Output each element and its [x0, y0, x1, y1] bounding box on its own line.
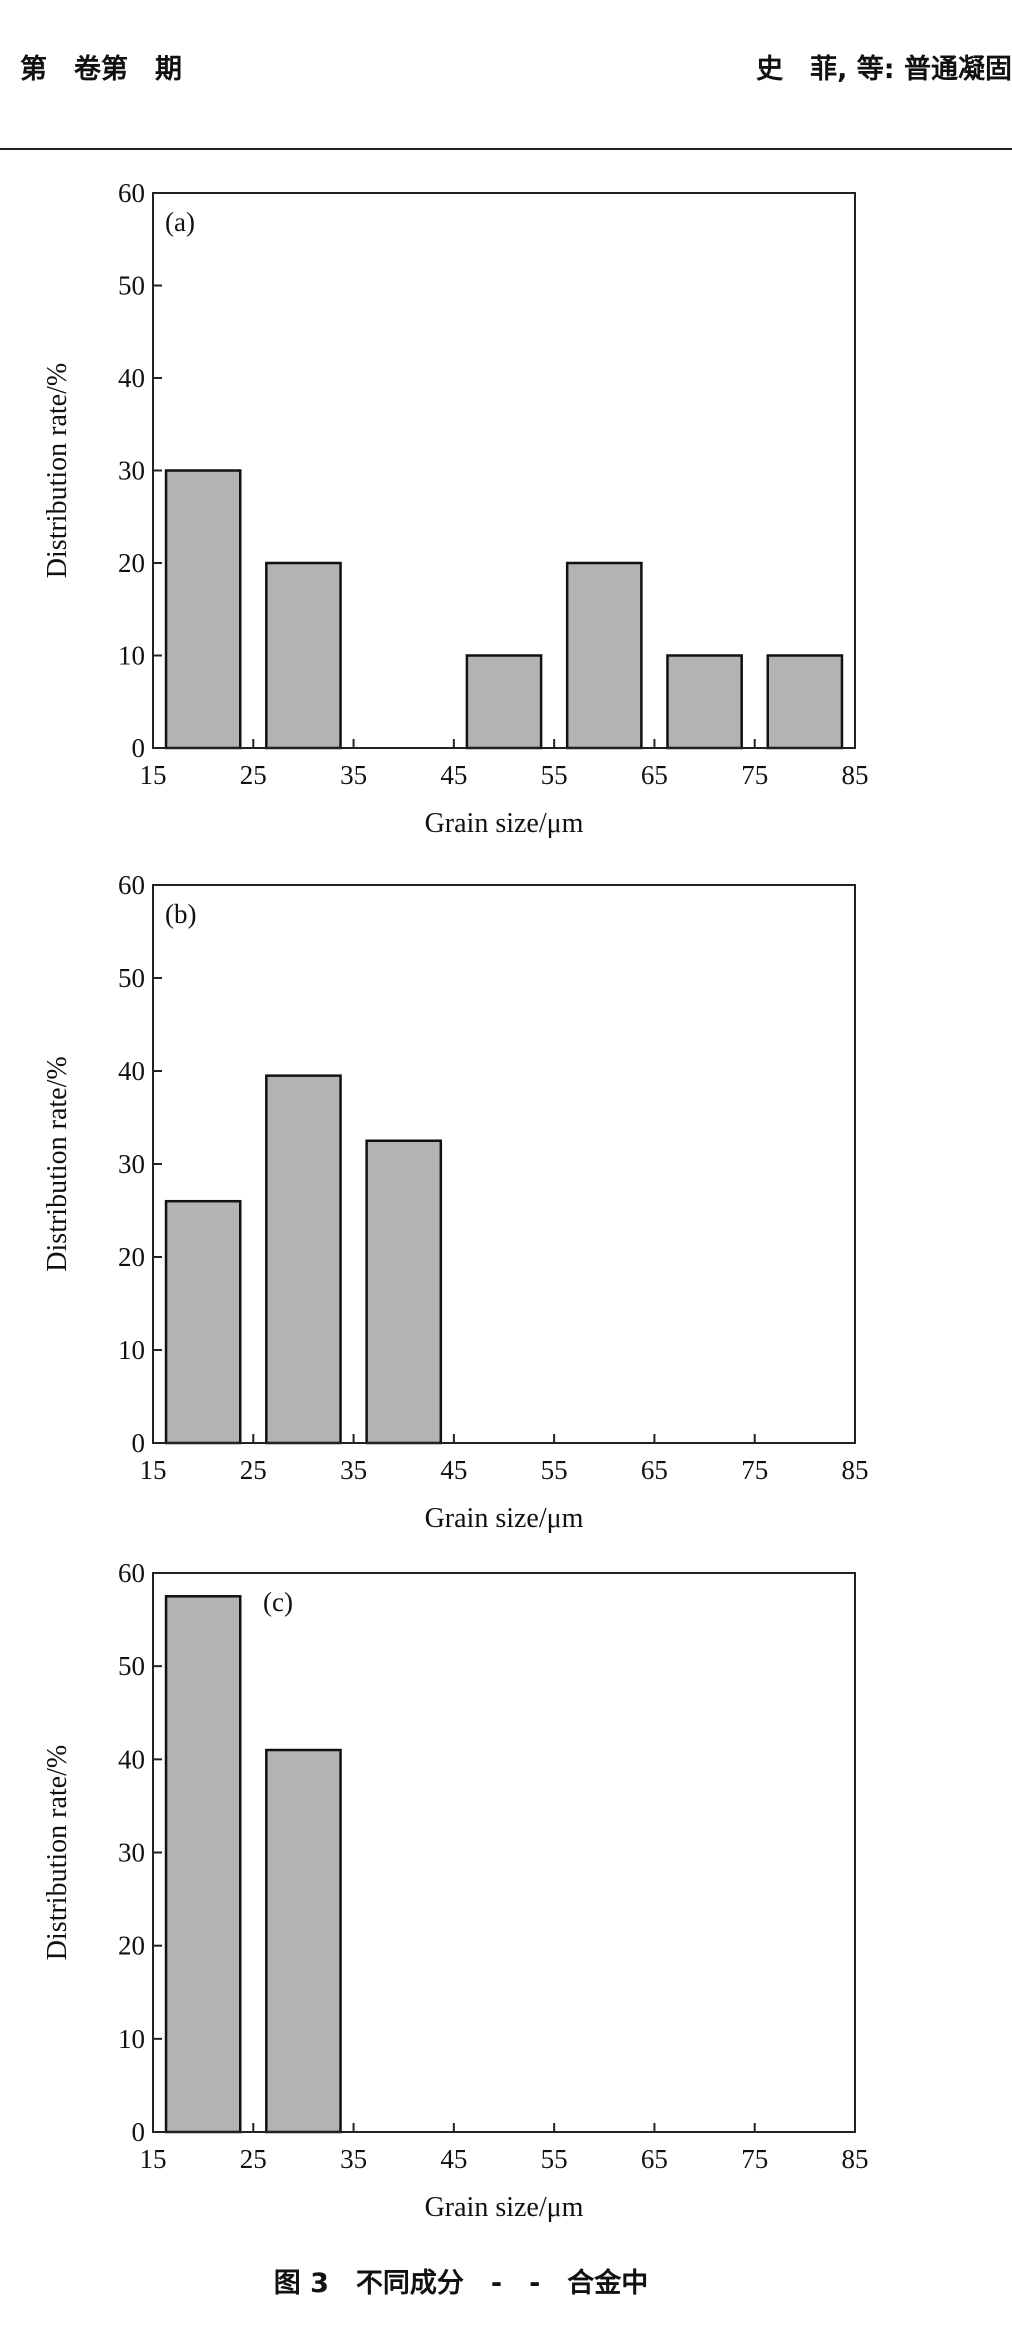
y-tick-label: 20	[118, 1242, 145, 1272]
x-tick-label: 85	[842, 760, 869, 790]
x-axis-label: Grain size/μm	[425, 2192, 584, 2223]
plot-frame	[152, 884, 856, 1444]
y-tick-label: 0	[132, 733, 146, 763]
x-tick-label: 35	[340, 2144, 367, 2174]
bar	[666, 654, 743, 750]
y-tick-label: 50	[118, 963, 145, 993]
plot-frame	[152, 1572, 856, 2133]
bar	[265, 1074, 342, 1445]
y-tick-label: 10	[118, 1335, 145, 1365]
y-tick-label: 60	[118, 178, 145, 208]
bar	[164, 1595, 242, 2134]
caption: 图 3 不同成分 - - 合金中	[274, 2267, 649, 2299]
bar	[164, 1199, 242, 1445]
x-tick-label: 15	[140, 2144, 167, 2174]
x-tick-label: 25	[240, 1455, 267, 1485]
y-tick-label: 20	[118, 1931, 145, 1961]
x-tick-label: 65	[641, 760, 668, 790]
x-tick-label: 55	[541, 1455, 568, 1485]
y-tick-label: 10	[118, 641, 145, 671]
y-tick-label: 60	[118, 870, 145, 900]
y-tick-label: 40	[118, 1744, 145, 1774]
y-axis-label: Distribution rate/%	[42, 1745, 73, 1960]
panel-label: (c)	[263, 1587, 293, 1617]
x-axis-label: Grain size/μm	[425, 808, 584, 839]
x-tick-label: 65	[641, 2144, 668, 2174]
y-tick-label: 30	[118, 1838, 145, 1868]
y-tick-label: 20	[118, 548, 145, 578]
x-tick-label: 45	[440, 760, 467, 790]
y-tick-label: 30	[118, 456, 145, 486]
y-tick-label: 50	[118, 271, 145, 301]
y-tick-label: 40	[118, 1056, 145, 1086]
x-tick-label: 65	[641, 1455, 668, 1485]
x-tick-label: 85	[842, 2144, 869, 2174]
chart: 0 10 20 30 40 50 60 15 25 35 45 55 65 75 85 Grain size/…	[42, 870, 869, 1534]
y-tick-label: 40	[118, 363, 145, 393]
header-left: 第 卷第 期	[20, 53, 182, 85]
chart: 0 10 20 30 40 50 60 15 25 35 45 55 65 75 85 Grain size/…	[42, 178, 869, 839]
x-tick-label: 55	[541, 2144, 568, 2174]
x-tick-label: 15	[140, 1455, 167, 1485]
y-tick-label: 50	[118, 1651, 145, 1681]
panel-label: (b)	[165, 899, 196, 929]
x-tick-label: 35	[340, 760, 367, 790]
bar	[265, 1748, 342, 2134]
y-tick-label: 60	[118, 1558, 145, 1588]
x-axis-label: Grain size/μm	[425, 1503, 584, 1534]
bar	[265, 561, 342, 750]
bar	[565, 561, 643, 750]
y-tick-label: 0	[132, 2117, 146, 2147]
panel-label: (a)	[165, 207, 195, 237]
bar	[465, 654, 543, 750]
x-tick-label: 35	[340, 1455, 367, 1485]
x-tick-label: 25	[240, 2144, 267, 2174]
x-tick-label: 45	[440, 1455, 467, 1485]
bar	[365, 1139, 443, 1445]
y-tick-label: 0	[132, 1428, 146, 1458]
x-tick-label: 55	[541, 760, 568, 790]
x-tick-label: 15	[140, 760, 167, 790]
x-tick-label: 75	[741, 760, 768, 790]
y-axis-label: Distribution rate/%	[42, 363, 73, 578]
x-tick-label: 25	[240, 760, 267, 790]
chart: 0 10 20 30 40 50 60 15 25 35 45 55 65 75 85 Grain size/…	[42, 1558, 869, 2223]
x-tick-label: 85	[842, 1455, 869, 1485]
bar	[766, 654, 844, 750]
y-tick-label: 10	[118, 2024, 145, 2054]
header-right: 史 菲, 等: 普通凝固	[756, 53, 1012, 85]
y-tick-label: 30	[118, 1149, 145, 1179]
x-tick-label: 75	[741, 1455, 768, 1485]
y-axis-label: Distribution rate/%	[42, 1056, 73, 1271]
bar	[164, 469, 242, 750]
x-tick-label: 75	[741, 2144, 768, 2174]
x-tick-label: 45	[440, 2144, 467, 2174]
